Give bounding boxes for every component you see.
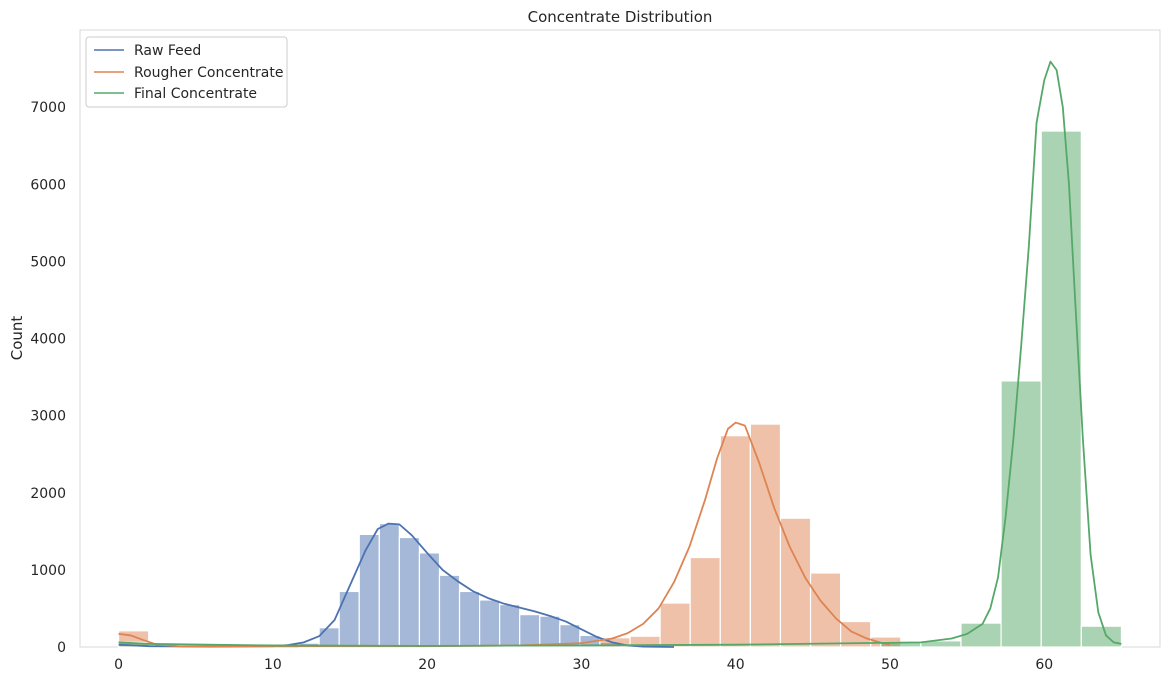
bar-rougher-concentrate-4 <box>659 602 691 648</box>
bar-raw-feed-7 <box>418 552 441 648</box>
bar-raw-feed-5 <box>378 522 400 648</box>
bar-final-concentrate-6 <box>1080 625 1123 648</box>
histogram-bars <box>117 130 1123 648</box>
bar-rougher-concentrate-6 <box>719 435 751 648</box>
bar-final-concentrate-5 <box>1040 130 1082 648</box>
x-tick-label-0: 0 <box>114 657 123 673</box>
bar-raw-feed-13 <box>539 615 561 648</box>
y-tick-label-3000: 3000 <box>30 409 66 425</box>
kde-line-rougher-concentrate <box>118 421 891 648</box>
x-tick-label-60: 60 <box>1035 657 1053 673</box>
bar-raw-feed-3 <box>338 590 360 648</box>
bar-raw-feed-4 <box>358 533 380 648</box>
bar-raw-feed-11 <box>499 603 521 648</box>
x-tick-label-10: 10 <box>264 657 282 673</box>
bar-raw-feed-6 <box>398 536 421 648</box>
bar-raw-feed-10 <box>479 599 501 648</box>
y-tick-label-4000: 4000 <box>30 332 66 348</box>
kde-line-raw-feed <box>118 522 675 648</box>
bar-final-concentrate-3 <box>960 622 1002 648</box>
bar-raw-feed-2 <box>318 627 340 648</box>
y-tick-label-5000: 5000 <box>30 254 66 270</box>
y-tick-label-6000: 6000 <box>30 177 66 193</box>
y-axis-label: Count <box>8 316 26 361</box>
bar-raw-feed-12 <box>519 614 541 648</box>
kde-line-final-concentrate <box>118 60 1122 647</box>
plot-frame <box>79 29 1161 648</box>
bar-rougher-concentrate-7 <box>749 423 782 648</box>
y-tick-label-7000: 7000 <box>30 100 66 116</box>
kde-lines <box>118 60 1122 648</box>
x-tick-label-20: 20 <box>418 657 436 673</box>
chart-title: Concentrate Distribution <box>528 8 713 26</box>
bar-rougher-concentrate-5 <box>689 556 721 648</box>
legend-label-final-concentrate: Final Concentrate <box>134 86 257 102</box>
y-axis-ticks: 0 1000 2000 3000 4000 5000 6000 7000 <box>30 100 66 656</box>
bar-raw-feed-8 <box>438 574 461 648</box>
bar-final-concentrate-4 <box>1000 380 1042 648</box>
y-tick-label-0: 0 <box>57 640 66 656</box>
x-tick-label-30: 30 <box>573 657 591 673</box>
bar-rougher-concentrate-9 <box>809 572 842 648</box>
legend-box <box>85 36 288 108</box>
bar-raw-feed-9 <box>458 590 481 648</box>
legend-label-raw-feed: Raw Feed <box>134 43 201 59</box>
y-tick-label-2000: 2000 <box>30 486 66 502</box>
x-axis-ticks: 0 10 20 30 40 50 60 <box>114 657 1053 673</box>
y-tick-label-1000: 1000 <box>30 563 66 579</box>
x-tick-label-40: 40 <box>727 657 745 673</box>
bar-rougher-concentrate-8 <box>779 517 812 648</box>
legend-label-rougher-concentrate: Rougher Concentrate <box>134 65 283 81</box>
x-tick-label-50: 50 <box>881 657 899 673</box>
legend: Raw Feed Rougher Concentrate Final Conce… <box>85 36 288 108</box>
